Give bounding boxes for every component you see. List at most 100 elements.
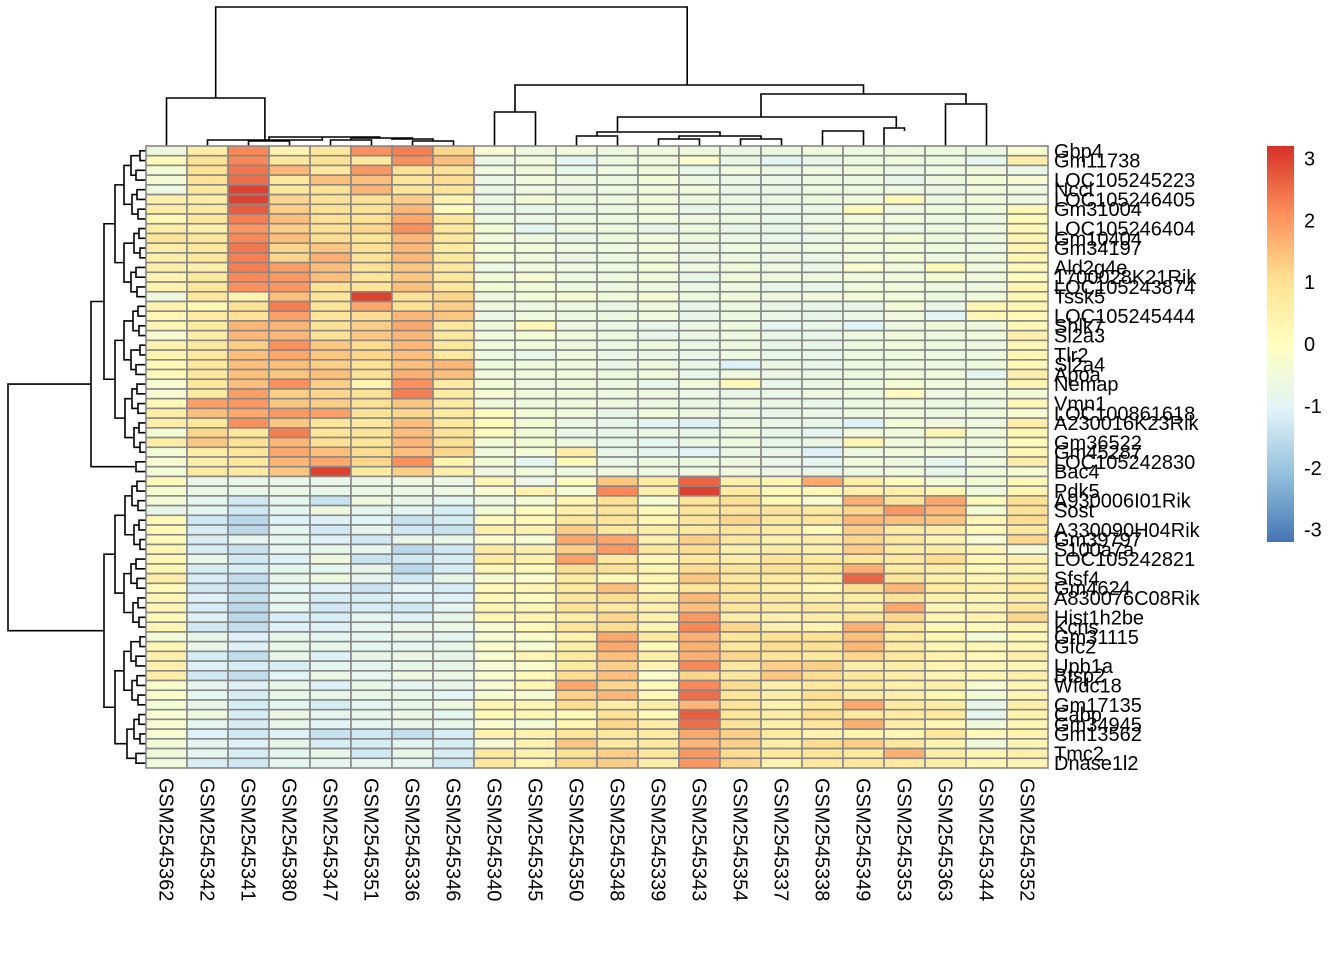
heatmap-cell <box>473 193 516 206</box>
heatmap-cell <box>760 407 803 419</box>
heatmap-cell <box>145 504 188 517</box>
heatmap-cell <box>965 320 1008 332</box>
heatmap-cell <box>1006 631 1049 643</box>
heatmap-cell <box>227 145 270 157</box>
heatmap-cell <box>514 300 557 313</box>
heatmap-cell <box>514 689 557 701</box>
heatmap-cell <box>350 621 393 633</box>
heatmap-cell <box>883 232 926 244</box>
heatmap-cell <box>514 485 557 497</box>
heatmap-cell <box>801 290 844 303</box>
heatmap-cell <box>596 320 639 332</box>
heatmap-cell <box>514 359 557 371</box>
heatmap-cell <box>678 621 721 633</box>
dendrogram-branch <box>135 363 146 376</box>
heatmap-cell <box>268 417 311 429</box>
heatmap-cell <box>514 592 557 604</box>
heatmap-cell <box>309 154 352 167</box>
heatmap-cell <box>842 174 885 186</box>
heatmap-cell <box>473 514 516 526</box>
heatmap-cell <box>719 397 762 410</box>
heatmap-cell <box>227 670 270 682</box>
heatmap-cell <box>965 495 1008 507</box>
heatmap-cell <box>145 757 188 769</box>
heatmap-cell <box>268 378 311 390</box>
heatmap-cell <box>678 222 721 235</box>
heatmap-cell <box>268 747 311 760</box>
heatmap-cell <box>596 388 639 400</box>
heatmap-cell <box>473 271 516 283</box>
heatmap-cell <box>350 300 393 313</box>
heatmap-cell <box>309 718 352 730</box>
heatmap-cell <box>719 388 762 400</box>
heatmap-cell <box>186 650 229 662</box>
heatmap-cell <box>186 436 229 449</box>
heatmap-cell <box>309 359 352 371</box>
heatmap-cell <box>678 397 721 410</box>
heatmap-cell <box>678 446 721 458</box>
heatmap-cell <box>842 329 885 342</box>
column-label: GSM2545341 <box>237 778 259 901</box>
heatmap-cell <box>473 242 516 254</box>
dendrogram-branch <box>135 266 146 279</box>
heatmap-cell <box>719 592 762 604</box>
heatmap-cell <box>473 475 516 487</box>
heatmap-cell <box>637 446 680 458</box>
heatmap-cell <box>391 572 434 585</box>
heatmap-cell <box>596 465 639 478</box>
heatmap-cell <box>268 475 311 487</box>
heatmap-cell <box>555 601 598 614</box>
heatmap-cell <box>883 699 926 711</box>
heatmap-cell <box>596 504 639 517</box>
heatmap-cell <box>924 203 967 215</box>
heatmap-cell <box>883 543 926 555</box>
heatmap-cell <box>145 514 188 526</box>
dendrogram-branch <box>575 135 619 146</box>
heatmap-cell <box>883 300 926 313</box>
heatmap-cell <box>719 679 762 692</box>
dendrogram-branch <box>139 247 146 259</box>
heatmap-cell <box>924 388 967 400</box>
heatmap-cell <box>883 563 926 575</box>
row-label: Gm34197 <box>1054 238 1142 260</box>
heatmap-cell <box>227 728 270 740</box>
heatmap-cell <box>514 222 557 235</box>
row-label: A830076C08Rik <box>1054 588 1201 610</box>
heatmap-cell <box>309 349 352 361</box>
column-label: GSM2545340 <box>483 778 505 901</box>
heatmap-cell <box>1006 640 1049 653</box>
heatmap-cell <box>924 290 967 303</box>
column-label: GSM2545343 <box>688 778 710 901</box>
heatmap-cell <box>145 572 188 585</box>
heatmap-cell <box>637 572 680 585</box>
heatmap-cell <box>596 193 639 206</box>
heatmap-cell <box>760 757 803 769</box>
heatmap-cell <box>801 397 844 410</box>
legend-tick-label: 2 <box>1304 210 1315 232</box>
heatmap-cell <box>924 660 967 672</box>
heatmap-cell <box>883 417 926 429</box>
heatmap-cell <box>760 543 803 555</box>
dendrogram-branch <box>137 597 146 609</box>
heatmap-cell <box>965 699 1008 711</box>
heatmap-cell <box>473 572 516 585</box>
heatmap-cell <box>801 222 844 235</box>
heatmap-cell <box>965 232 1008 244</box>
row-label: Tmc2 <box>1054 743 1104 765</box>
heatmap-cell <box>678 757 721 769</box>
heatmap-cell <box>227 359 270 371</box>
heatmap-cell <box>145 485 188 497</box>
dendrogram-branch <box>135 169 146 181</box>
heatmap-cell <box>596 689 639 701</box>
heatmap-cell <box>760 145 803 157</box>
heatmap-cell <box>883 320 926 332</box>
heatmap-cell <box>924 261 967 274</box>
heatmap-cell <box>924 222 967 235</box>
heatmap-cell <box>719 689 762 701</box>
heatmap-cell <box>637 339 680 351</box>
heatmap-cell <box>965 621 1008 633</box>
heatmap-cell <box>227 242 270 254</box>
heatmap-cell <box>842 563 885 575</box>
heatmap-cell <box>514 563 557 575</box>
heatmap-cell <box>965 504 1008 517</box>
